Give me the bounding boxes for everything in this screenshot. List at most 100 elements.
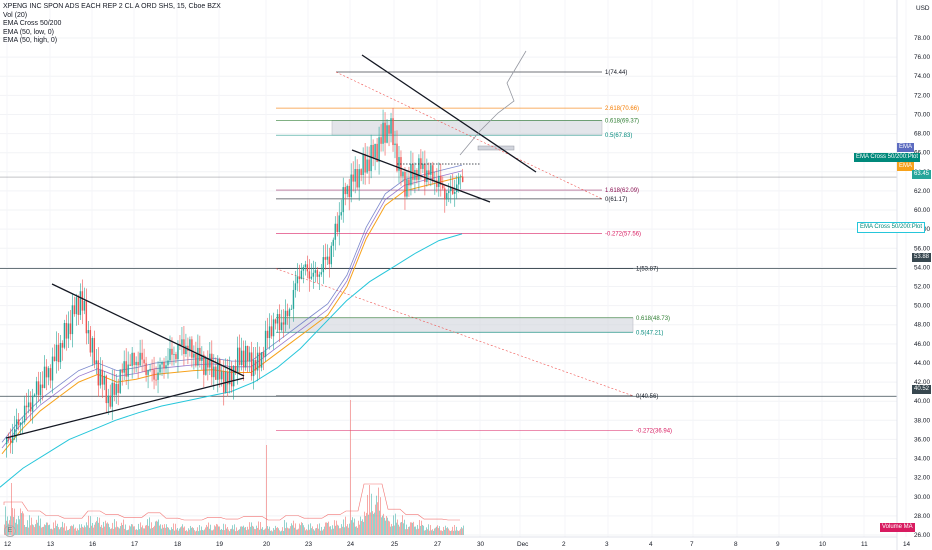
candle-body [35, 381, 38, 395]
volume-bar [229, 531, 230, 535]
volume-bar [80, 527, 81, 535]
volume-bar [353, 522, 354, 535]
candle-body [221, 371, 223, 380]
volume-bar [150, 528, 151, 535]
candle-body [326, 256, 328, 260]
candle-body [49, 368, 52, 381]
volume-ma-line [3, 483, 460, 521]
event-marker-icon[interactable]: E [4, 525, 16, 537]
volume-bar [139, 529, 140, 535]
price-tick-label: 76.00 [914, 54, 930, 61]
candle-body [223, 371, 225, 393]
volume-bar [127, 530, 128, 535]
candle-body [211, 353, 213, 378]
volume-bar [75, 527, 76, 535]
volume-bar [241, 526, 242, 535]
candle-body [270, 326, 273, 337]
fib-label: 0(40.56) [636, 394, 658, 400]
candle-body [109, 395, 111, 407]
volume-bar [312, 526, 313, 535]
candle-body [248, 352, 251, 362]
volume-bar [372, 511, 373, 535]
volume-bar [63, 527, 64, 535]
volume-bar [275, 525, 276, 535]
volume-bar [430, 525, 431, 535]
volume-bar [35, 524, 36, 535]
volume-bar [14, 508, 15, 535]
candle-body [151, 369, 153, 370]
volume-bar [182, 524, 183, 535]
volume-bar [277, 527, 278, 535]
candle-body [33, 394, 36, 396]
volume-bar [315, 528, 316, 535]
volume-bar [406, 524, 407, 535]
volume-bar [23, 513, 24, 535]
volume-bar [256, 525, 257, 535]
volume-bar [204, 529, 205, 535]
candle-body [286, 310, 289, 317]
volume-bar [19, 519, 20, 535]
volume-bar [396, 522, 397, 535]
volume-bar [157, 521, 158, 535]
volume-bar [56, 525, 57, 535]
legend-ema-low[interactable]: EMA (50, low, 0) [3, 28, 54, 36]
candle-body [278, 314, 281, 331]
volume-bar [453, 530, 454, 535]
legend-ema-high[interactable]: EMA (50, high, 0) [3, 37, 58, 44]
price-axis[interactable]: USD78.0076.0074.0072.0070.0068.0066.0064… [896, 0, 930, 550]
candle-body [67, 323, 70, 339]
volume-bar [37, 522, 38, 535]
volume-bar [99, 517, 100, 535]
candle-body [145, 363, 147, 375]
legend-vol[interactable]: Vol (20) [3, 11, 28, 19]
candle-body [165, 365, 167, 369]
candle-body [207, 358, 209, 368]
volume-bar [296, 529, 297, 535]
grid-lines [0, 0, 907, 537]
symbol-title[interactable]: XPENG INC SPON ADS EACH REP 2 CL A ORD S… [3, 3, 221, 10]
candle-body [125, 361, 127, 377]
volume-bar [309, 529, 310, 535]
indicator-legend: XPENG INC SPON ADS EACH REP 2 CL A ORD S… [3, 3, 221, 46]
candle-body [93, 338, 96, 364]
volume-bar [89, 527, 90, 535]
volume-bar [354, 518, 355, 535]
candle-body [452, 187, 454, 194]
volume-bar [212, 530, 213, 535]
volume-bar [425, 530, 426, 535]
fib-label: 2.618(70.66) [605, 106, 639, 112]
volume-bar [233, 529, 234, 535]
candle-body [344, 187, 346, 195]
volume-bar [16, 519, 17, 535]
fib-label: 0(61.17) [605, 197, 627, 203]
volume-bar [362, 519, 363, 535]
volume-bar [227, 527, 228, 535]
fib-zone-bottom [282, 317, 634, 333]
volume-bar [22, 511, 23, 535]
price-tick-label: 66.00 [914, 150, 930, 157]
ema-cross-plot-tag: EMA Cross 50/200:Plot [854, 153, 921, 162]
candle-body [310, 276, 313, 279]
candle-body [91, 338, 94, 353]
volume-bar [419, 519, 420, 535]
volume-bar [356, 526, 357, 535]
volume-bar [239, 529, 240, 535]
volume-bar [11, 483, 12, 535]
volume-bar [285, 528, 286, 535]
volume-bar [307, 530, 308, 535]
volume-bar [107, 522, 108, 535]
volume-bar [43, 526, 44, 535]
volume-bar [323, 529, 324, 535]
volume-bar [274, 529, 275, 535]
volume-bar [228, 529, 229, 535]
candle-body [406, 179, 408, 197]
price-tick-label: 60.00 [914, 207, 930, 214]
legend-ema-cross[interactable]: EMA Cross 50/200 [3, 20, 62, 27]
volume-bar [135, 529, 136, 535]
time-axis[interactable]: 12 13 16 17 18 19 20 23 24 25 27 30 Dec 2 3 4 7 8 9 10 11 14 [0, 536, 911, 548]
candle-body [260, 352, 263, 368]
candle-body [209, 353, 211, 368]
volume-bar [281, 530, 282, 535]
volume-bar [443, 526, 444, 535]
